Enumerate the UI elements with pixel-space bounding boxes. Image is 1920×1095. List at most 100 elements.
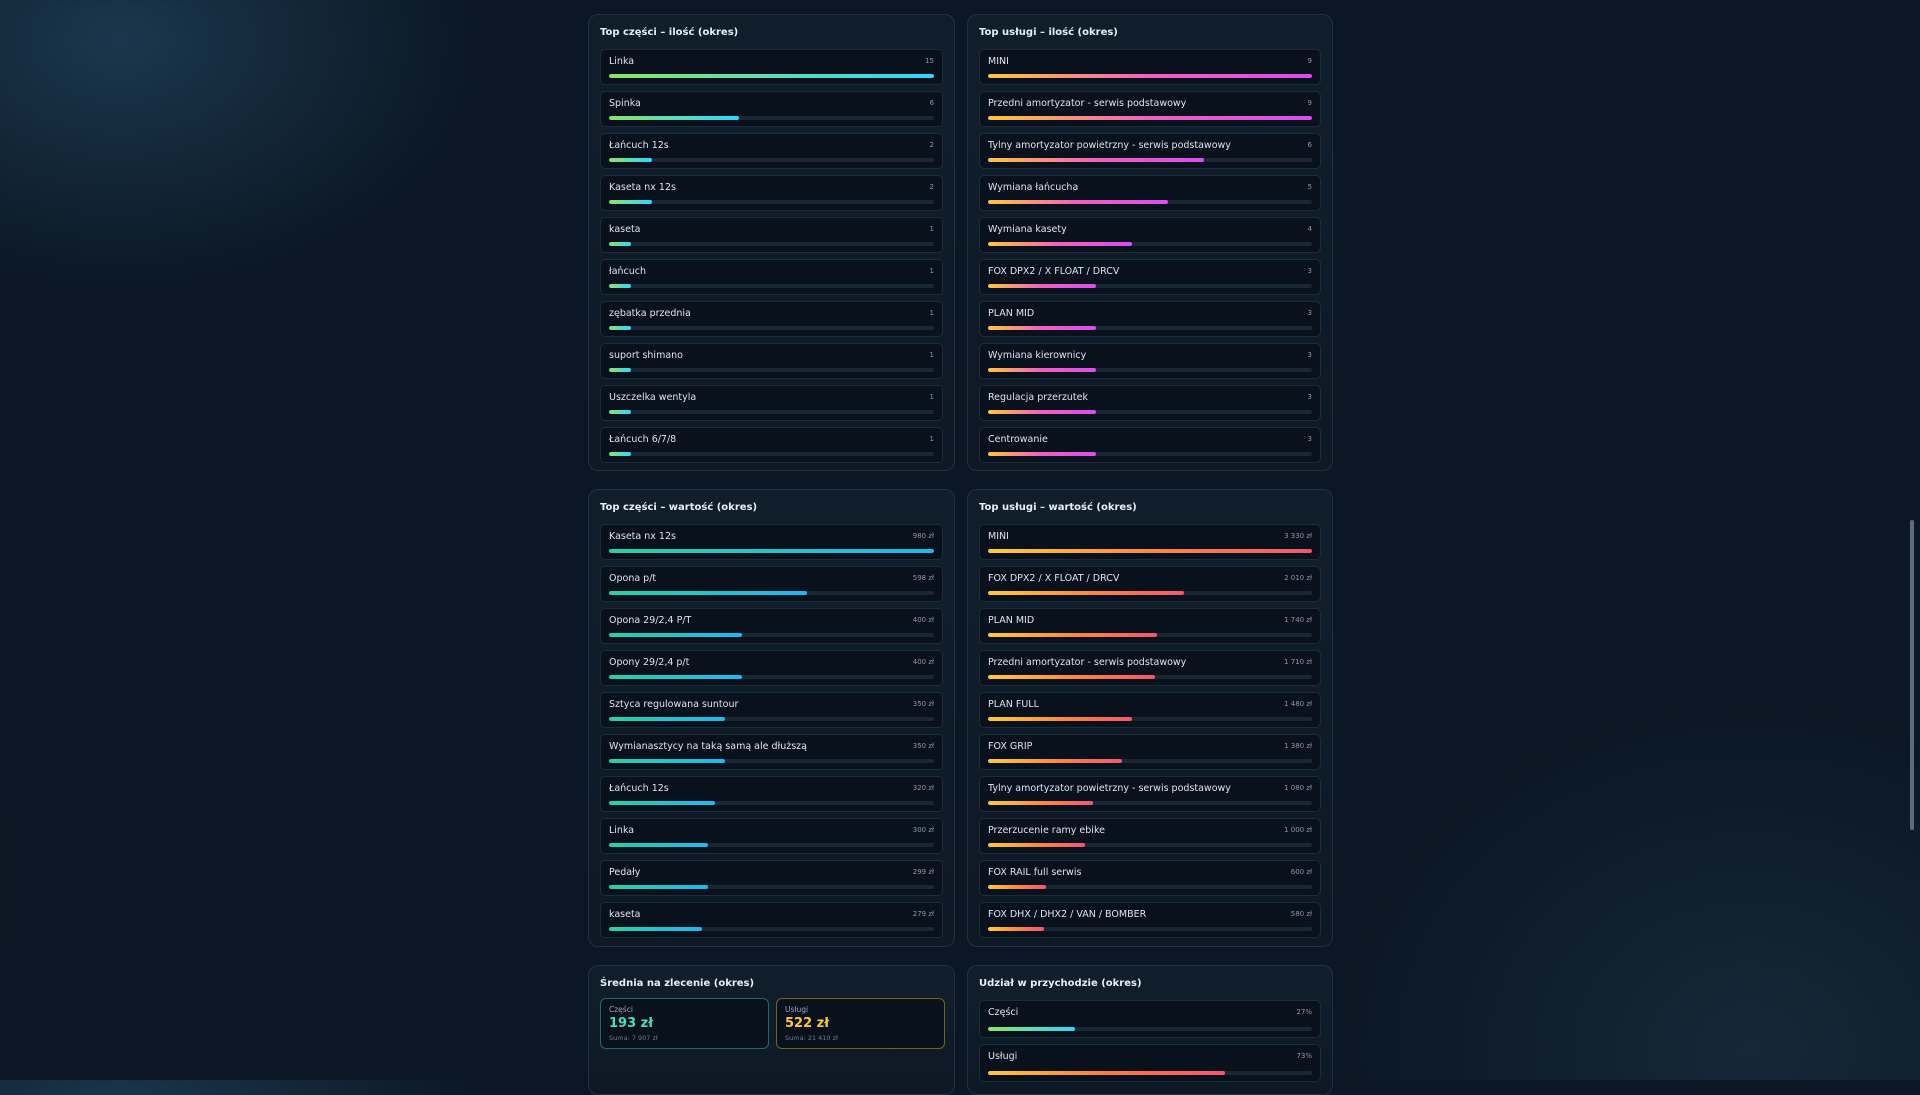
list-item: suport shimano 1 [600,343,943,379]
item-track [609,717,934,721]
item-bar [609,801,716,805]
item-bar [988,74,1312,78]
item-value: 2 [929,183,934,191]
item-bar [988,927,1045,931]
item-bar [988,759,1123,763]
item-label: łańcuch [609,266,647,277]
item-value: 1 710 zł [1284,658,1312,666]
item-value: 400 zł [912,616,934,624]
item-label: zębatka przednia [609,308,691,319]
item-track [988,549,1312,553]
item-value: 3 [1307,351,1312,359]
item-value: 350 zł [912,700,934,708]
share-label: Usługi [988,1051,1018,1062]
item-track [609,116,934,120]
item-value: 1 480 zł [1284,700,1312,708]
share-label: Części [988,1007,1019,1018]
item-track [609,74,934,78]
rows: MINI 3 330 zł FOX DPX2 / X FLOAT / DRCV 2 0… [979,524,1321,938]
panel-title: Udział w przychodzie (okres) [979,978,1142,989]
share-track [988,1071,1312,1075]
item-value: 3 [1307,309,1312,317]
list-item: Centrowanie 3 [979,427,1321,463]
share-bar [988,1027,1076,1031]
item-label: Przedni amortyzator - serwis podstawowy [988,657,1187,668]
list-item: kaseta 279 zł [600,902,943,938]
item-label: Opona 29/2,4 P/T [609,615,692,626]
item-label: Łańcuch 6/7/8 [609,434,677,445]
item-track [988,200,1312,204]
item-label: FOX RAIL full serwis [988,867,1082,878]
item-label: Centrowanie [988,434,1048,445]
item-label: Wymiana kierownicy [988,350,1087,361]
item-label: PLAN FULL [988,699,1039,710]
item-bar [988,284,1096,288]
item-track [609,801,934,805]
rows: Kaseta nx 12s 980 zł Opona p/t 598 zł Opona … [600,524,943,938]
item-label: PLAN MID [988,615,1035,626]
item-track [988,633,1312,637]
item-label: Łańcuch 12s [609,140,669,151]
list-item: Pedały 299 zł [600,860,943,896]
item-track [988,116,1312,120]
average-services-label: Usługi [785,1005,809,1014]
item-bar [609,116,739,120]
item-bar [988,452,1096,456]
item-bar [988,549,1312,553]
item-value: 300 zł [912,826,934,834]
item-label: Tylny amortyzator powietrzny - serwis po… [988,140,1231,151]
item-bar [988,116,1312,120]
average-per-order-panel: Średnia na zlecenie (okres) Części 193 z… [588,965,955,1095]
item-bar [609,549,934,553]
list-item: FOX RAIL full serwis 600 zł [979,860,1321,896]
item-bar [609,452,631,456]
item-bar [988,675,1155,679]
item-track [609,927,934,931]
item-bar [988,717,1132,721]
item-bar [988,591,1184,595]
item-track [988,675,1312,679]
item-track [609,675,934,679]
rows: Linka 15 Spinka 6 Łańcuch 12s 2 Kaseta nx 12s 2… [600,49,943,463]
item-label: Opony 29/2,4 p/t [609,657,690,668]
item-label: Uszczelka wentyla [609,392,697,403]
item-label: Opona p/t [609,573,657,584]
item-bar [609,885,709,889]
list-item: FOX DPX2 / X FLOAT / DRCV 2 010 zł [979,566,1321,602]
item-bar [609,633,742,637]
page-scrollbar[interactable] [1910,520,1914,830]
list-item: Wymiana kasety 4 [979,217,1321,253]
share-bar [988,1071,1225,1075]
list-item: Przedni amortyzator - serwis podstawowy 9 [979,91,1321,127]
item-value: 1 000 zł [1284,826,1312,834]
item-bar [609,284,631,288]
list-item: MINI 9 [979,49,1321,85]
item-label: FOX DPX2 / X FLOAT / DRCV [988,266,1120,277]
item-track [609,843,934,847]
item-track [988,452,1312,456]
item-bar [609,843,709,847]
item-value: 9 [1307,57,1312,65]
item-value: 1 [929,267,934,275]
item-label: Tylny amortyzator powietrzny - serwis po… [988,783,1231,794]
average-parts-label: Części [609,1005,633,1014]
item-bar [609,717,726,721]
item-bar [988,200,1169,204]
item-value: 598 zł [912,574,934,582]
share-track [988,1027,1312,1031]
item-value: 1 [929,225,934,233]
item-value: 4 [1307,225,1312,233]
list-item: FOX DHX / DHX2 / VAN / BOMBER 580 zł [979,902,1321,938]
item-track [988,885,1312,889]
top-services-qty-panel: Top usługi – ilość (okres) MINI 9 Przedni … [967,14,1333,471]
item-value: 600 zł [1290,868,1312,876]
item-label: Pedały [609,867,641,878]
share-row-parts: Części 27% [979,1000,1321,1038]
item-value: 1 [929,393,934,401]
item-label: Linka [609,56,635,67]
item-value: 15 [925,57,934,65]
item-bar [609,242,631,246]
share-value: 73% [1296,1052,1312,1060]
item-track [988,410,1312,414]
list-item: Kaseta nx 12s 980 zł [600,524,943,560]
